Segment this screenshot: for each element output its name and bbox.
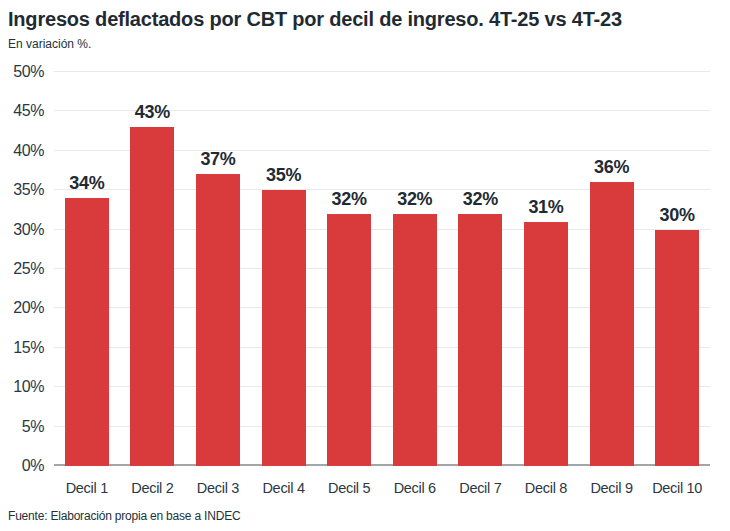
plot-area: 34% 43% 37% 35% 32% 32% 32% 31% 36% 30% — [54, 72, 710, 466]
bar-value-label: 32% — [463, 190, 498, 208]
bar-value-label: 32% — [397, 190, 432, 208]
source-note: Fuente: Elaboración propia en base a IND… — [8, 509, 240, 523]
bar-slot: 35% — [251, 72, 317, 466]
bar-decil-3 — [196, 174, 240, 466]
x-tick-label: Decil 6 — [382, 480, 448, 496]
page-title: Ingresos deflactados por CBT por decil d… — [8, 8, 622, 31]
bar-decil-1 — [65, 198, 109, 466]
bar-decil-7 — [458, 214, 502, 466]
y-tick-label: 35% — [13, 182, 44, 198]
bar-slot: 34% — [54, 72, 120, 466]
bar-value-label: 32% — [332, 190, 367, 208]
y-tick-label: 0% — [22, 458, 44, 474]
x-axis-labels: Decil 1Decil 2Decil 3Decil 4Decil 5Decil… — [54, 480, 710, 496]
x-tick-label: Decil 10 — [644, 480, 710, 496]
bar-value-label: 31% — [528, 198, 563, 216]
x-tick-label: Decil 4 — [251, 480, 317, 496]
bar-slot: 32% — [382, 72, 448, 466]
bar-value-label: 36% — [594, 158, 629, 176]
bar-value-label: 30% — [660, 206, 695, 224]
bar-slot: 32% — [448, 72, 514, 466]
x-tick-label: Decil 1 — [54, 480, 120, 496]
x-tick-label: Decil 7 — [448, 480, 514, 496]
bar-value-label: 35% — [266, 166, 301, 184]
y-tick-label: 30% — [13, 222, 44, 238]
y-tick-label: 20% — [13, 300, 44, 316]
bar-decil-2 — [130, 127, 174, 466]
bar-value-label: 37% — [200, 150, 235, 168]
bar-value-label: 34% — [69, 174, 104, 192]
x-tick-label: Decil 5 — [316, 480, 382, 496]
chart-subtitle: En variación %. — [8, 37, 91, 51]
x-tick-label: Decil 8 — [513, 480, 579, 496]
bar-value-label: 43% — [135, 103, 170, 121]
x-tick-label: Decil 9 — [579, 480, 645, 496]
y-tick-label: 50% — [13, 64, 44, 80]
bar-decil-4 — [262, 190, 306, 466]
bar-slot: 36% — [579, 72, 645, 466]
bar-decil-9 — [590, 182, 634, 466]
bar-slot: 30% — [644, 72, 710, 466]
x-tick-label: Decil 3 — [185, 480, 251, 496]
y-tick-label: 45% — [13, 103, 44, 119]
bar-slot: 37% — [185, 72, 251, 466]
y-tick-label: 15% — [13, 340, 44, 356]
bars-container: 34% 43% 37% 35% 32% 32% 32% 31% 36% 30% — [54, 72, 710, 466]
bar-decil-10 — [655, 230, 699, 466]
y-tick-label: 5% — [22, 419, 44, 435]
y-tick-label: 10% — [13, 379, 44, 395]
bar-decil-8 — [524, 222, 568, 466]
bar-decil-5 — [327, 214, 371, 466]
x-tick-label: Decil 2 — [120, 480, 186, 496]
bar-slot: 43% — [120, 72, 186, 466]
bar-slot: 31% — [513, 72, 579, 466]
y-axis: 0%5%10%15%20%25%30%35%40%45%50% — [0, 72, 44, 466]
chart-card: Ingresos deflactados por CBT por decil d… — [0, 0, 730, 531]
y-tick-label: 40% — [13, 143, 44, 159]
y-tick-label: 25% — [13, 261, 44, 277]
bar-decil-6 — [393, 214, 437, 466]
bar-slot: 32% — [316, 72, 382, 466]
